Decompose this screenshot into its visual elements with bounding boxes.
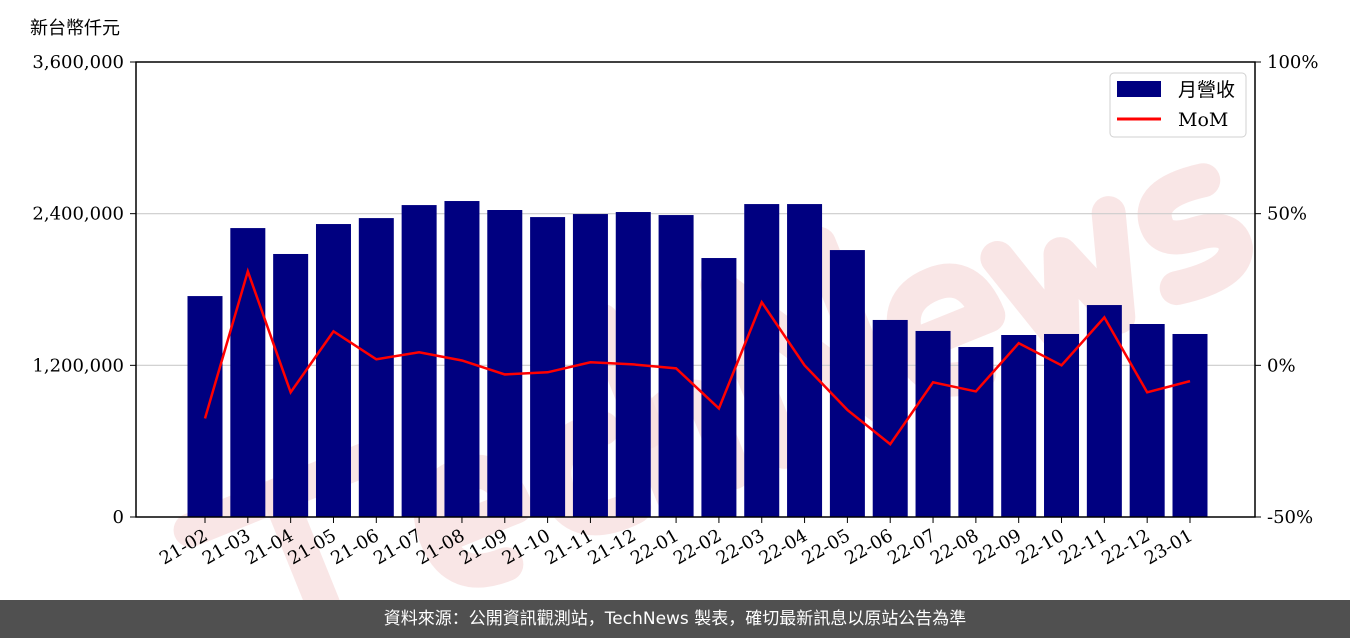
x-tick-label: 22-10 xyxy=(1013,525,1068,569)
mom-line xyxy=(203,267,1191,447)
watermark-stroke xyxy=(1137,163,1253,306)
bar-22-07 xyxy=(915,330,951,517)
bar-22-04 xyxy=(787,204,823,518)
bar-22-11 xyxy=(1086,305,1122,517)
bar-21-03 xyxy=(230,228,266,517)
x-tick-label: 22-05 xyxy=(798,525,853,569)
x-tick-label: 21-07 xyxy=(370,525,425,569)
left-tick-label: 3,600,000 xyxy=(32,52,124,73)
legend-bar-swatch xyxy=(1117,81,1161,97)
bar-21-02 xyxy=(187,296,223,517)
right-tick-label: 50% xyxy=(1267,204,1307,225)
x-tick-label: 22-11 xyxy=(1055,525,1110,569)
bar-21-04 xyxy=(273,253,309,517)
bar-22-12 xyxy=(1129,324,1165,517)
left-tick-label: 2,400,000 xyxy=(32,204,124,225)
x-tick-label: 22-02 xyxy=(670,525,725,569)
x-tick-label: 21-10 xyxy=(499,525,554,569)
x-tick-label: 21-06 xyxy=(327,525,382,569)
legend-label-revenue: 月營收 xyxy=(1178,79,1235,101)
bar-21-05 xyxy=(315,224,351,517)
x-tick-label: 22-06 xyxy=(841,525,896,569)
source-footer: 資料來源：公開資訊觀測站，TechNews 製表，確切最新訊息以原站公告為準 xyxy=(0,600,1350,638)
left-tick-label: 1,200,000 xyxy=(32,355,124,376)
bar-21-07 xyxy=(401,205,437,518)
x-tick-label: 21-11 xyxy=(541,525,596,569)
bar-22-09 xyxy=(1001,335,1037,517)
plot-frame xyxy=(135,61,1256,518)
x-tick-label: 22-08 xyxy=(927,525,982,569)
bar-23-01 xyxy=(1172,333,1208,517)
bar-22-03 xyxy=(744,204,780,518)
right-tick-label: -50% xyxy=(1267,507,1313,528)
right-tick-label: 100% xyxy=(1267,52,1318,73)
x-tick-label: 23-01 xyxy=(1141,525,1196,569)
x-tick-label: 22-04 xyxy=(756,525,811,569)
bar-22-05 xyxy=(829,250,865,518)
x-tick-label: 22-03 xyxy=(713,525,768,569)
bar-22-10 xyxy=(1044,333,1080,517)
bar-22-01 xyxy=(658,215,694,517)
watermark-stroke xyxy=(980,196,1136,357)
left-tick-label: 0 xyxy=(113,507,124,528)
x-tick-label: 22-12 xyxy=(1098,525,1153,569)
chart: 0 1,200,000 2,400,000 3,600,000 -50% 0% 50% 100… xyxy=(32,52,1318,600)
x-tick-label: 22-07 xyxy=(884,525,939,569)
bar-21-10 xyxy=(530,217,566,517)
legend-label-mom: MoM xyxy=(1178,109,1228,131)
x-tick-label: 22-01 xyxy=(627,525,682,569)
x-tick-label: 22-09 xyxy=(970,525,1025,569)
right-tick-label: 0% xyxy=(1267,355,1296,376)
bar-22-02 xyxy=(701,258,737,517)
bar-22-08 xyxy=(958,347,994,517)
bar-21-09 xyxy=(487,210,523,517)
bar-21-06 xyxy=(358,218,394,517)
y-axis-unit-label: 新台幣仟元 xyxy=(30,18,120,39)
bar-22-06 xyxy=(872,319,908,517)
